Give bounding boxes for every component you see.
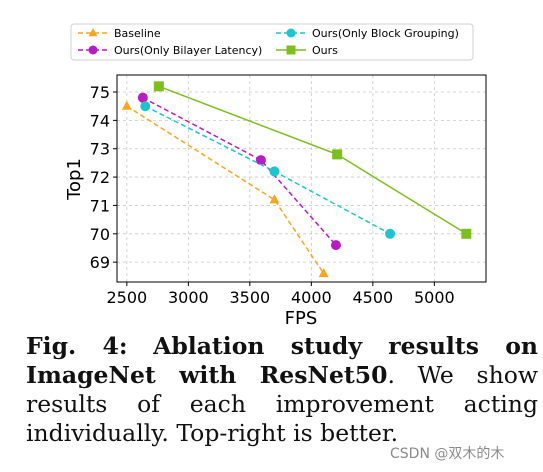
y-tick-label: 74 (90, 111, 110, 130)
data-point (255, 155, 266, 166)
x-tick-label: 3500 (229, 288, 270, 307)
legend-marker (88, 45, 98, 55)
series-line (144, 105, 391, 235)
legend-label: Ours(Only Bilayer Latency) (114, 44, 262, 57)
legend-marker (88, 28, 98, 37)
x-tick-label: 5000 (414, 288, 455, 307)
x-tick-label: 4500 (352, 288, 393, 307)
y-tick-label: 70 (90, 225, 110, 244)
data-point (330, 240, 341, 251)
data-point (140, 101, 151, 112)
x-tick-label: 3000 (168, 288, 209, 307)
x-tick-label: 4000 (291, 288, 332, 307)
data-point (153, 81, 164, 92)
caption-label: Fig. 4: (26, 332, 128, 360)
series-line (126, 105, 325, 274)
plot-frame (116, 74, 487, 283)
series-0 (121, 100, 329, 278)
legend-label: Baseline (114, 27, 161, 40)
watermark: CSDN @双木的木 (388, 443, 507, 463)
y-tick-label: 69 (90, 253, 110, 272)
data-point (269, 166, 280, 177)
y-tick-label: 71 (90, 196, 110, 215)
y-tick-label: 75 (90, 83, 110, 102)
caption-body: . We show results of each improvement ac… (26, 361, 538, 447)
data-point (461, 228, 472, 239)
series-2 (140, 101, 396, 239)
caption-title: Ablation study results on ImageNet with … (26, 332, 538, 389)
legend-label: Ours(Only Block Grouping) (312, 27, 459, 40)
legend-label: Ours (312, 44, 338, 57)
series-1 (137, 92, 341, 251)
data-point (385, 228, 396, 239)
data-point (269, 194, 280, 204)
y-tick-label: 73 (90, 140, 110, 159)
chart-series (121, 81, 472, 278)
legend-marker (286, 28, 296, 38)
ablation-chart: 2500 3000 3500 4000 4500 5000 69 70 71 72 73 74 75 B… (64, 23, 487, 329)
x-tick-label: 2500 (106, 288, 147, 307)
axis-ticks: 2500 3000 3500 4000 4500 5000 69 70 71 72 73 74 75 (90, 83, 455, 307)
figure-caption: Fig. 4: Ablation study results on ImageN… (26, 332, 538, 448)
data-point (137, 92, 148, 103)
legend-marker (286, 45, 296, 55)
y-axis-label: Top1 (64, 158, 85, 201)
chart-legend: Baseline Ours(Only Bilayer Latency) Ours(O… (70, 23, 474, 61)
chart-grid (117, 75, 486, 282)
legend-box (70, 23, 474, 61)
data-point (121, 100, 132, 110)
series-line (142, 97, 337, 246)
series-line (158, 85, 467, 235)
data-point (332, 149, 343, 160)
data-point (318, 267, 329, 278)
y-tick-label: 72 (90, 168, 110, 187)
x-axis-label: FPS (285, 308, 318, 329)
series-3 (153, 81, 472, 239)
